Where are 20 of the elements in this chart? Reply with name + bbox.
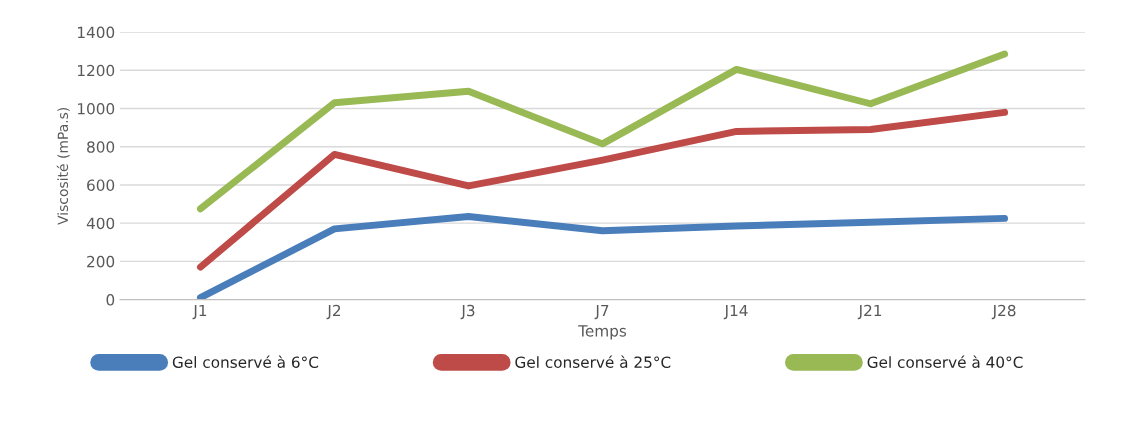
legend-label: Gel conservé à 25°C — [515, 355, 671, 368]
x-tick-label: J28 — [991, 304, 1016, 320]
x-axis-title: Temps — [578, 325, 627, 340]
legend-label: Gel conservé à 40°C — [867, 355, 1023, 368]
y-tick-label: 1400 — [77, 26, 115, 39]
y-tick-label: 1200 — [77, 64, 115, 77]
x-tick-label: J1 — [192, 304, 207, 320]
x-tick-label: J3 — [460, 304, 475, 320]
legend-label: Gel conservé à 6°C — [172, 355, 319, 368]
y-tick-label: 800 — [87, 141, 115, 153]
y-tick-label: 600 — [87, 179, 115, 191]
x-tick-label: J2 — [326, 304, 341, 320]
y-tick-label: 400 — [86, 217, 115, 230]
y-tick-label: 0 — [106, 294, 115, 306]
y-axis-title: Viscosité (mPa.s) — [56, 107, 70, 225]
x-tick-label: J14 — [723, 304, 748, 320]
y-tick-label: 200 — [87, 255, 115, 268]
x-tick-label: J7 — [594, 304, 609, 320]
y-tick-label: 1000 — [77, 102, 115, 115]
x-tick-label: J21 — [857, 304, 882, 320]
